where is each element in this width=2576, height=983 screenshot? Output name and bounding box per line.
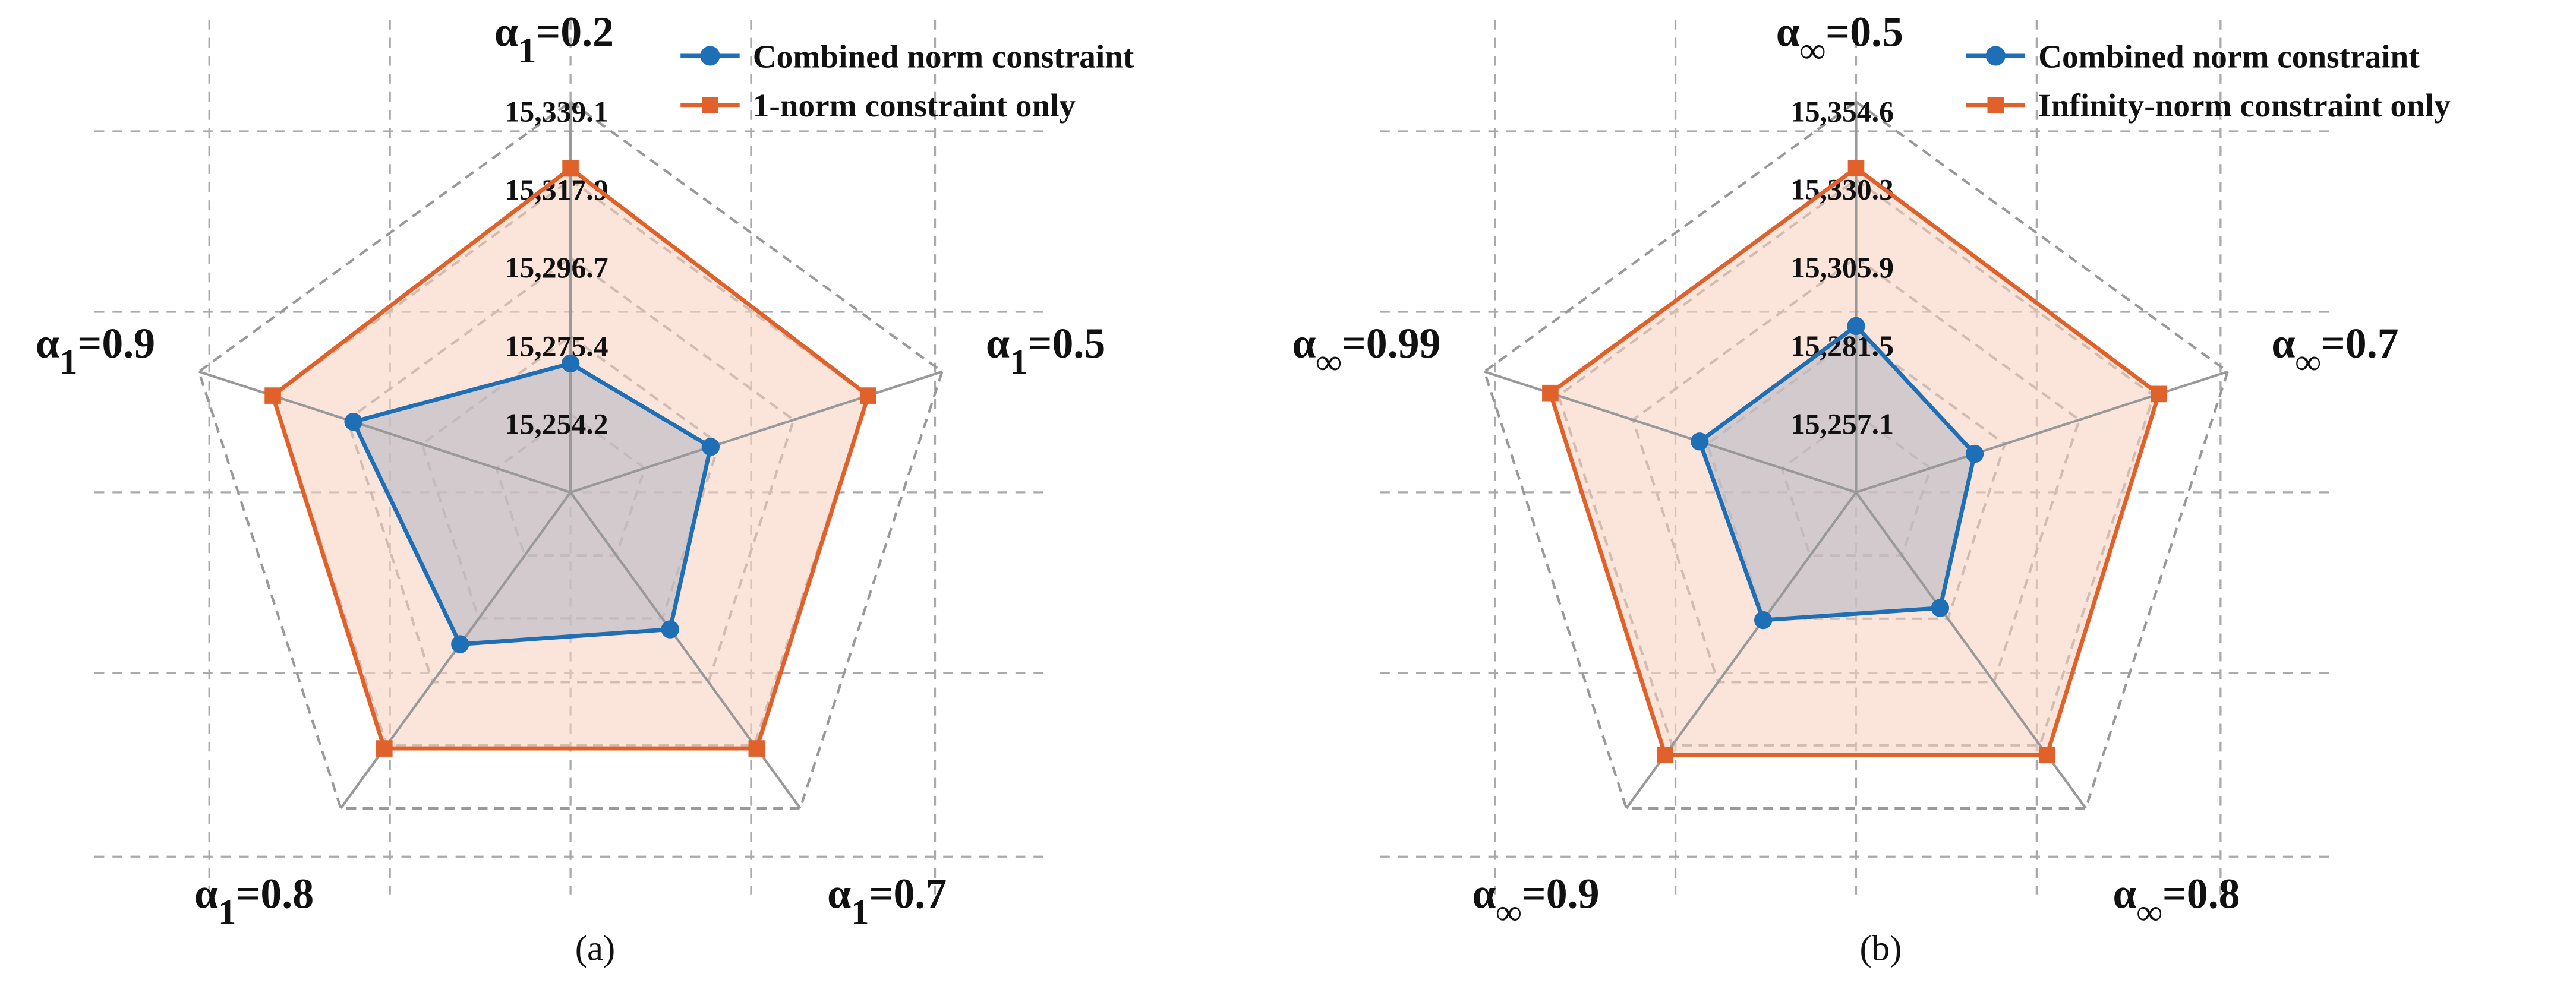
marker [376,740,393,757]
marker [1542,384,1559,402]
marker [1691,432,1709,451]
r-tick-label: 15,339.1 [505,95,608,128]
series-line [1697,323,1977,622]
marker [562,160,579,177]
marker [860,387,876,404]
caption: (a) [575,928,615,968]
r-tick-label: 15,305.9 [1790,251,1894,284]
axis-label: α∞=0.8 [2112,870,2240,933]
marker [1965,444,1984,463]
legend-label: Combined norm constraint [2038,38,2420,74]
axis-label: α∞=0.5 [1776,8,1903,71]
marker [344,412,362,431]
marker [1931,599,1950,617]
axis-label: α1=0.5 [986,320,1105,383]
marker [561,354,580,373]
legend-label: 1-norm constraint only [753,87,1076,124]
spoke [570,370,943,494]
series-line [270,166,871,751]
axis-label: α1=0.9 [36,320,155,383]
legend-marker [1987,97,2004,113]
legend-marker [1985,46,2006,66]
series-line [350,361,713,647]
radar-chart: 15,254.215,275.415,296.715,317.915,339.1… [36,8,1134,968]
series-area [353,363,711,644]
caption: (b) [1859,928,1902,968]
radar-chart: 15,257.115,281.515,305.915,330.315,354.6… [1292,8,2451,968]
marker [1847,317,1865,336]
marker [1657,747,1674,763]
marker [701,438,720,456]
spoke [198,370,571,494]
grid-ring [197,100,944,810]
axis-label: α∞=0.7 [2271,320,2398,383]
series-area [1700,325,1975,621]
axis-label: α1=0.7 [827,870,947,933]
grid-ring [1483,100,2230,810]
r-tick-label: 15,275.4 [505,330,608,362]
r-tick-label: 15,354.6 [1790,95,1894,128]
marker [264,387,281,404]
marker [2038,747,2055,763]
marker [1847,160,1865,176]
axis-label: α∞=0.9 [1472,870,1599,933]
legend-marker [702,97,718,113]
marker [748,740,765,757]
legend-label: Combined norm constraint [753,38,1134,74]
marker [661,620,679,639]
marker [2151,385,2167,403]
axis-label: α1=0.2 [494,8,614,71]
axis-label: α∞=0.99 [1292,320,1440,383]
marker [1754,611,1773,630]
r-tick-label: 15,257.1 [1790,407,1894,440]
legend-label: Infinity-norm constraint only [2038,87,2451,124]
series-line [1547,165,2161,757]
marker [451,635,469,653]
r-tick-label: 15,296.7 [505,251,608,284]
legend-marker [700,46,720,66]
axis-label: α1=0.8 [194,870,314,933]
r-tick-label: 15,254.2 [505,408,608,441]
